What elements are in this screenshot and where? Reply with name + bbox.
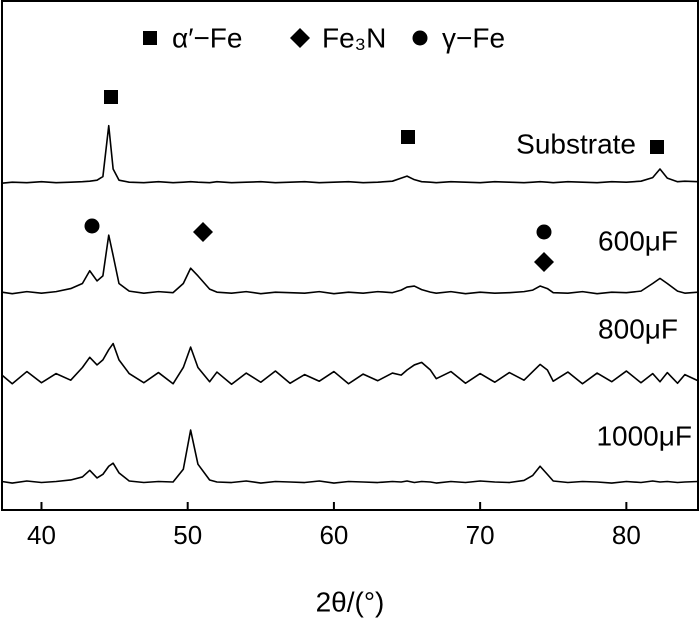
x-tick-label: 70 <box>466 520 495 550</box>
x-tick-label: 50 <box>173 520 202 550</box>
series-label: 800μF <box>598 313 678 344</box>
peak-marker-circle <box>536 224 552 240</box>
plot-frame <box>1 0 699 511</box>
legend-label: γ−Fe <box>442 22 505 53</box>
x-tick-label: 60 <box>319 520 348 550</box>
series-line <box>1 429 699 484</box>
series-label: 600μF <box>598 225 678 256</box>
x-tick-label: 40 <box>27 520 56 550</box>
legend-marker <box>143 31 157 45</box>
series-line <box>1 234 699 295</box>
x-axis-label: 2θ/(°) <box>316 586 385 617</box>
peak-marker-circle <box>84 218 100 234</box>
legend-marker <box>412 30 428 46</box>
legend-label: α′−Fe <box>172 22 242 53</box>
series-line <box>1 342 699 386</box>
series-label: 1000μF <box>596 420 692 451</box>
peak-markers <box>84 90 664 272</box>
peak-marker-square <box>650 140 664 154</box>
series-label: Substrate <box>516 128 636 159</box>
peak-marker-square <box>401 130 415 144</box>
peak-marker-diamond <box>534 252 554 272</box>
series-line <box>1 124 699 185</box>
peak-marker-diamond <box>193 222 213 242</box>
peak-marker-square <box>104 90 118 104</box>
legend-label: Fe₃N <box>322 22 386 53</box>
legend-marker <box>290 28 310 48</box>
x-tick-label: 80 <box>612 520 641 550</box>
